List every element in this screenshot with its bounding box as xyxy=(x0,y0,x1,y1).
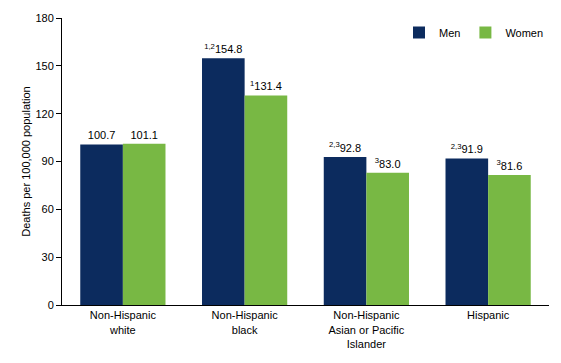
svg-text:Non-Hispanicblack: Non-Hispanicblack xyxy=(212,309,279,335)
svg-text:​3​83.0: ​3​83.0 xyxy=(375,156,401,170)
svg-text:90: 90 xyxy=(42,155,54,167)
svg-text:Men: Men xyxy=(439,27,460,39)
svg-text:​1​131.4: ​1​131.4 xyxy=(250,79,282,93)
svg-text:150: 150 xyxy=(35,60,53,72)
svg-text:120: 120 xyxy=(35,108,53,120)
svg-text:​2,3​91.9: ​2,3​91.9 xyxy=(451,142,483,156)
svg-text:60: 60 xyxy=(42,203,54,215)
svg-text:0: 0 xyxy=(48,299,54,311)
svg-text:​3​81.6: ​3​81.6 xyxy=(497,158,523,172)
svg-text:Hispanic: Hispanic xyxy=(467,309,510,321)
svg-text:Women: Women xyxy=(505,27,543,39)
svg-text:​1,2​154.8: ​1,2​154.8 xyxy=(204,42,242,56)
svg-text:Deaths per 100,000 population: Deaths per 100,000 population xyxy=(20,86,32,236)
svg-text:101.1: 101.1 xyxy=(130,129,158,141)
svg-text:Non-HispanicAsian or PacificIs: Non-HispanicAsian or PacificIslander xyxy=(328,309,404,350)
svg-text:30: 30 xyxy=(42,251,54,263)
svg-text:​2,3​92.8: ​2,3​92.8 xyxy=(329,140,361,154)
svg-text:Non-Hispanicwhite: Non-Hispanicwhite xyxy=(90,309,157,335)
svg-text:180: 180 xyxy=(35,12,53,24)
svg-text:100.7: 100.7 xyxy=(88,129,116,141)
